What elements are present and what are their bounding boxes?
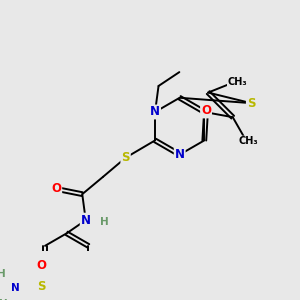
Text: CH₃: CH₃ <box>238 136 258 146</box>
Text: N: N <box>11 284 20 293</box>
Text: S: S <box>38 280 46 293</box>
Text: CH₃: CH₃ <box>228 77 247 87</box>
Text: H: H <box>0 299 8 300</box>
Text: N: N <box>175 148 185 161</box>
Text: O: O <box>51 182 61 196</box>
Text: O: O <box>201 104 211 117</box>
Text: S: S <box>121 151 130 164</box>
Text: H: H <box>100 217 109 227</box>
Text: N: N <box>150 106 160 118</box>
Text: N: N <box>81 214 91 227</box>
Text: O: O <box>37 259 47 272</box>
Text: S: S <box>247 97 255 110</box>
Text: H: H <box>0 269 6 279</box>
